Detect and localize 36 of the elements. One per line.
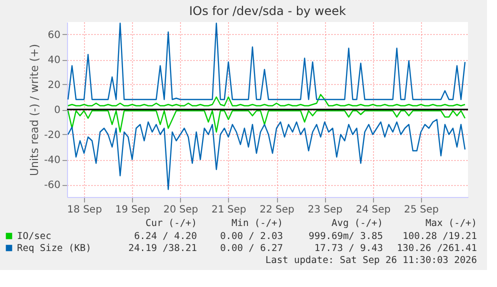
- x-tick-label: 25 Sep: [404, 204, 439, 216]
- text: Cur (-/+): [146, 218, 197, 229]
- x-tick-label: 23 Sep: [308, 204, 343, 216]
- text: Last update: Sat Sep 26 11:30:03 2026: [265, 255, 478, 266]
- x-tick-label: 20 Sep: [163, 204, 198, 216]
- x-tick-label: 18 Sep: [67, 204, 102, 216]
- text: 6.24 / 4.20: [134, 231, 198, 242]
- legend-label: IO/sec: [17, 231, 52, 242]
- text: 17.73 / 9.43: [314, 243, 383, 254]
- y-axis-title: Units read (-) / write (+): [28, 44, 42, 176]
- text: Min (-/+): [232, 218, 283, 229]
- text: 0.00 / 6.27: [220, 243, 283, 254]
- text: Avg (-/+): [332, 218, 383, 229]
- line-series: [67, 118, 466, 190]
- line-series: [67, 110, 466, 133]
- text: 100.28 /19.21: [402, 231, 478, 242]
- text: 130.26 /261.41: [396, 243, 478, 254]
- line-series: [67, 94, 466, 106]
- legend-label: Req Size (KB): [17, 243, 92, 254]
- chart-title: IOs for /dev/sda - by week: [189, 4, 346, 18]
- y-tick-label: -60: [44, 180, 60, 191]
- text: 999.69m/ 3.85: [308, 231, 383, 242]
- text: Max (-/+): [426, 218, 477, 229]
- text: 24.19 /38.21: [128, 243, 198, 254]
- x-tick-label: 21 Sep: [212, 204, 246, 216]
- y-tick-label: 0: [54, 105, 60, 116]
- text: 0.00 / 2.03: [220, 231, 283, 242]
- y-tick-label: -40: [44, 155, 60, 166]
- line-series: [67, 22, 466, 100]
- x-tick-label: 24 Sep: [356, 204, 391, 216]
- y-tick-label: -20: [44, 130, 60, 141]
- y-tick-label: 20: [48, 80, 60, 91]
- x-tick-label: 22 Sep: [260, 204, 294, 216]
- x-tick-label: 19 Sep: [115, 204, 150, 216]
- y-tick-label: 60: [48, 30, 60, 41]
- y-tick-label: 40: [48, 55, 60, 66]
